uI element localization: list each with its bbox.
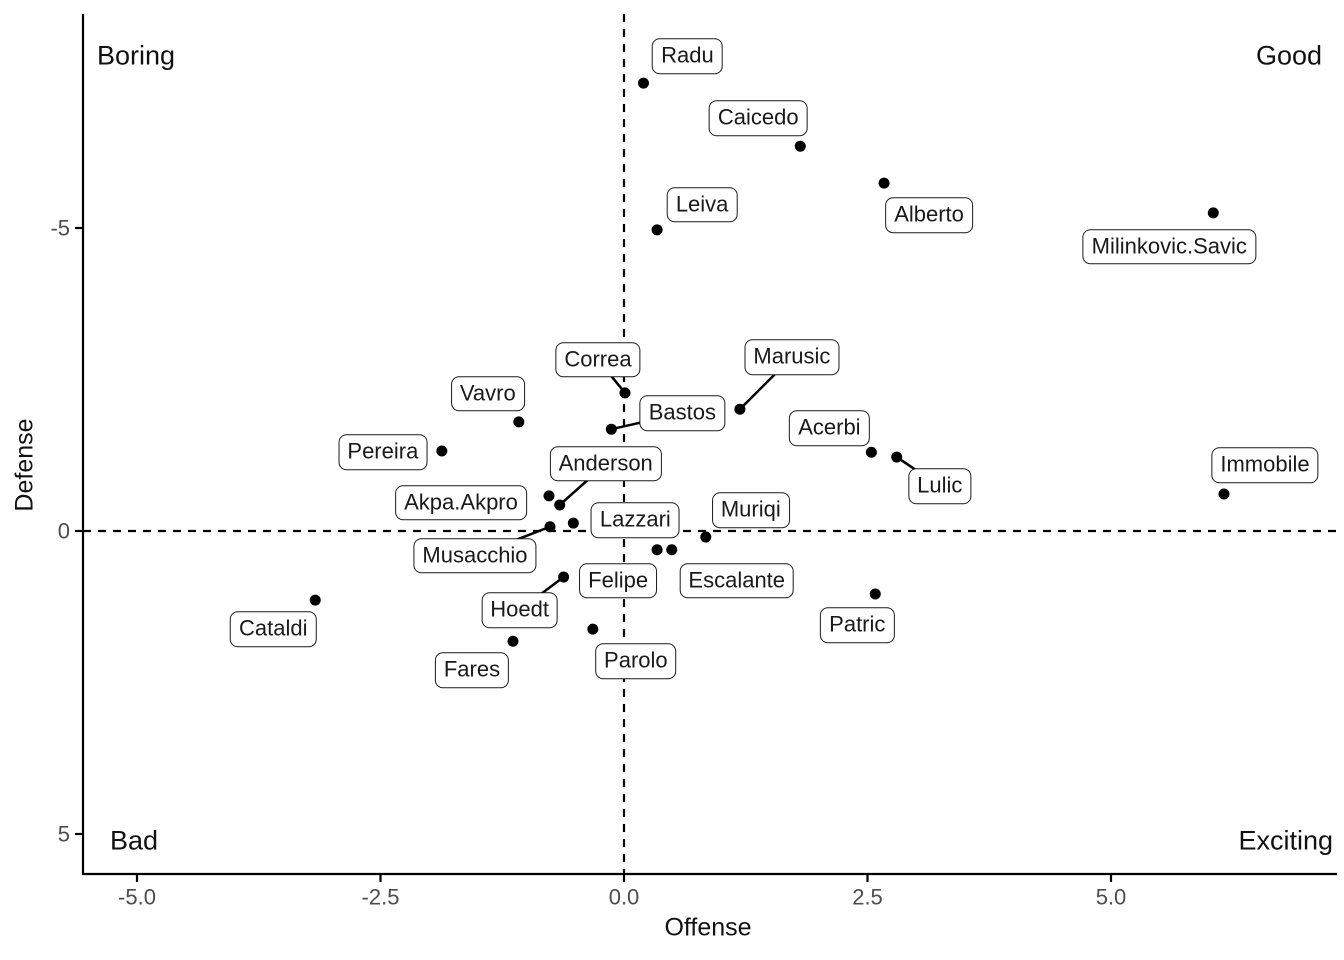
point-label-escalante: Escalante (679, 563, 795, 599)
y-tick-label-5: 5 (58, 822, 70, 847)
point-immobile (1218, 488, 1230, 500)
point-label-vavro: Vavro (450, 376, 525, 412)
point-caicedo (794, 140, 806, 152)
point-label-acerbi: Acerbi (789, 410, 870, 446)
point-label-correa: Correa (555, 342, 641, 378)
point-label-radu: Radu (652, 38, 723, 74)
point-label-hoedt: Hoedt (481, 592, 558, 628)
point-akpa-akpro (543, 490, 555, 502)
point-patric (869, 588, 881, 600)
point-vavro (513, 416, 525, 428)
point-label-patric: Patric (820, 607, 895, 643)
point-milinkovic-savic (1207, 207, 1219, 219)
point-muriqi (700, 531, 712, 543)
x-tick-label-2-5: 2.5 (852, 885, 883, 910)
y-tick-label--5: -5 (50, 216, 70, 241)
point-correa (619, 387, 631, 399)
point-anderson (554, 499, 566, 511)
x-axis-title: Offense (664, 913, 752, 942)
point-felipe (651, 544, 663, 556)
point-hoedt (558, 571, 570, 583)
point-label-immobile: Immobile (1211, 447, 1319, 483)
point-label-alberto: Alberto (885, 197, 973, 233)
annotation-bad: Bad (110, 825, 159, 856)
point-label-parolo: Parolo (595, 643, 677, 679)
point-label-fares: Fares (434, 652, 510, 689)
point-bastos (605, 423, 617, 435)
point-marusic (734, 403, 746, 415)
point-label-lulic: Lulic (908, 468, 972, 504)
point-label-milinkovic-savic: Milinkovic.Savic (1082, 229, 1256, 265)
point-label-caicedo: Caicedo (708, 100, 808, 136)
point-radu (637, 77, 649, 89)
point-label-cataldi: Cataldi (229, 611, 317, 647)
point-label-musacchio: Musacchio (413, 538, 537, 574)
point-cataldi (309, 594, 321, 606)
point-pereira (436, 445, 448, 457)
x-tick-label--2-5: -2.5 (362, 885, 400, 910)
x-tick-label--5-0: -5.0 (118, 885, 156, 910)
axis-frame (81, 14, 1337, 876)
point-label-bastos: Bastos (639, 395, 725, 431)
point-label-muriqi: Muriqi (711, 492, 790, 528)
annotation-boring: Boring (97, 40, 176, 71)
point-label-felipe: Felipe (579, 563, 658, 599)
point-label-leiva: Leiva (666, 187, 738, 223)
point-label-akpa-akpro: Akpa.Akpro (395, 485, 527, 521)
point-label-pereira: Pereira (338, 434, 428, 470)
x-tick-label-0-0: 0.0 (609, 885, 640, 910)
point-alberto (878, 177, 890, 189)
point-label-lazzari: Lazzari (590, 502, 680, 538)
y-axis-title: Defense (10, 418, 39, 512)
point-label-marusic: Marusic (744, 339, 840, 375)
x-tick-label-5-0: 5.0 (1096, 885, 1127, 910)
point-label-anderson: Anderson (549, 446, 662, 482)
annotation-exciting: Exciting (1238, 825, 1333, 856)
point-lazzari (567, 517, 579, 529)
y-tick-label-0: 0 (58, 519, 70, 544)
point-lulic (891, 451, 903, 463)
point-fares (507, 635, 519, 647)
point-parolo (587, 623, 599, 635)
annotation-good: Good (1255, 40, 1322, 71)
point-acerbi (865, 446, 877, 458)
point-musacchio (544, 521, 556, 533)
point-escalante (666, 544, 678, 556)
point-leiva (651, 224, 663, 236)
